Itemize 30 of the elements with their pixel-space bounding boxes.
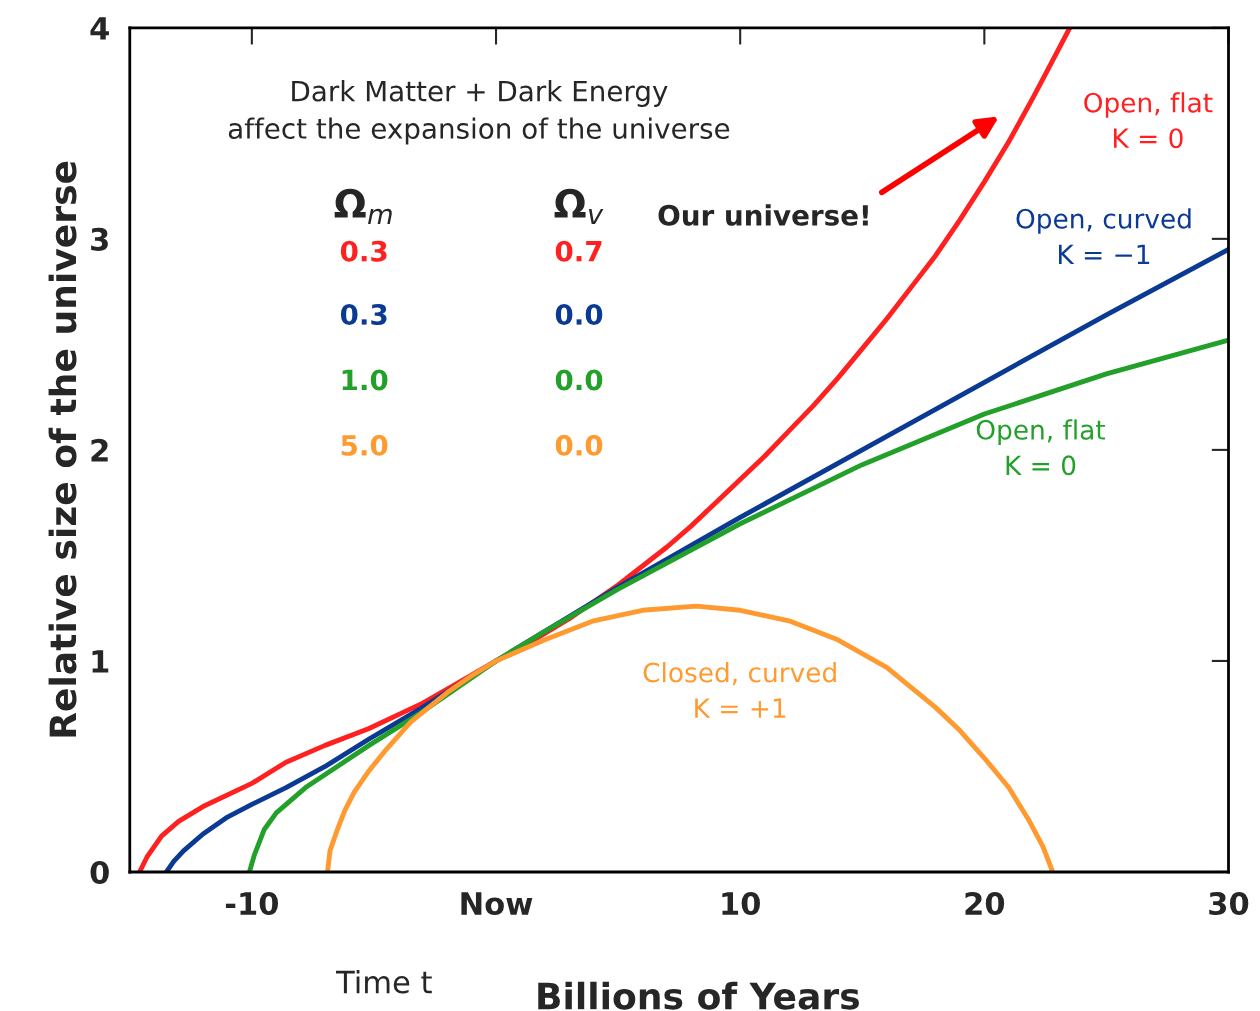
series-label: Open, curved K = −1 — [1016, 208, 1191, 264]
annotation: 0.0 — [555, 434, 603, 456]
x-axis-title: Billions of Years — [538, 981, 859, 1010]
series-label: Closed, curved K = +1 — [643, 662, 836, 718]
annotation: 0.3 — [340, 240, 387, 262]
line-series — [325, 603, 1056, 872]
text: Time t — [335, 969, 432, 994]
series-label: Open, flat K = 0 — [976, 419, 1106, 476]
y-axis-title: Relative size of the universe — [48, 161, 77, 737]
x-tick-label: 30 — [1209, 891, 1249, 916]
x-tick-label: 20 — [965, 891, 1005, 916]
y-tick-label: 1 — [92, 650, 109, 673]
x-tick-label: 10 — [722, 891, 760, 916]
annotation: 1.0 — [342, 369, 388, 391]
y-tick-label: 3 — [91, 227, 108, 251]
annotation: Our universe! — [658, 204, 868, 226]
annotation: 5.0 — [341, 434, 388, 456]
annotation: 0.3 — [340, 303, 387, 325]
x-tick-label: -10 — [225, 891, 278, 916]
annotation: Dark Matter + Dark Energy affect the expansion of the universe — [228, 80, 730, 145]
y-tick-label: 0 — [90, 860, 109, 885]
annotation: 0.7 — [555, 240, 602, 262]
annotation: 0.0 — [555, 369, 603, 391]
annotation: Ω$_{v}$ — [554, 188, 604, 224]
annotation: Ω$_{m}$ — [334, 188, 392, 224]
x-tick-label: Now — [461, 892, 533, 916]
y-tick-label: 4 — [90, 17, 109, 40]
annotation: 0.0 — [555, 303, 603, 325]
y-tick-label: 2 — [91, 438, 108, 462]
series-label: Open, flat K = 0 — [1084, 92, 1213, 149]
